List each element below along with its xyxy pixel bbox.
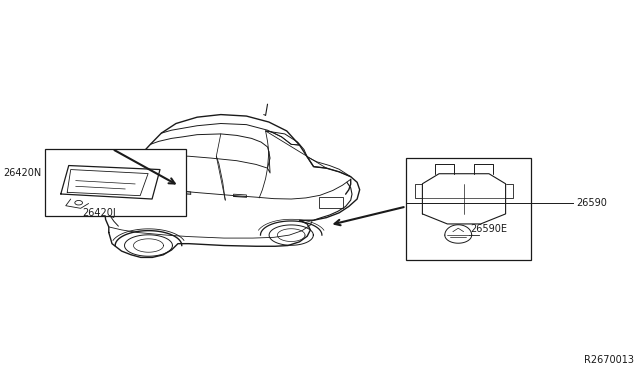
Bar <box>45 149 186 216</box>
Text: 26420J: 26420J <box>83 208 116 218</box>
Text: R2670013: R2670013 <box>584 355 634 365</box>
Bar <box>406 158 531 260</box>
Text: 26420N: 26420N <box>3 168 42 178</box>
Text: 26590E: 26590E <box>470 224 508 234</box>
Bar <box>319 197 343 208</box>
Text: 26590: 26590 <box>576 198 607 208</box>
